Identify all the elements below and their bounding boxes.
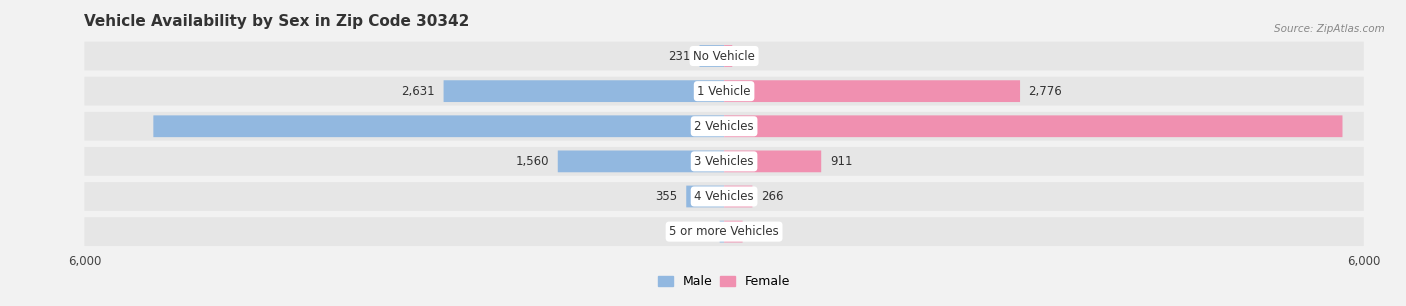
Text: 231: 231 bbox=[669, 50, 690, 62]
Text: 2 Vehicles: 2 Vehicles bbox=[695, 120, 754, 133]
Text: 2,631: 2,631 bbox=[402, 85, 434, 98]
Text: Vehicle Availability by Sex in Zip Code 30342: Vehicle Availability by Sex in Zip Code … bbox=[84, 13, 470, 28]
Text: 77: 77 bbox=[741, 50, 756, 62]
FancyBboxPatch shape bbox=[558, 151, 724, 172]
FancyBboxPatch shape bbox=[84, 147, 1364, 176]
FancyBboxPatch shape bbox=[84, 42, 1364, 70]
Text: 2,776: 2,776 bbox=[1029, 85, 1063, 98]
FancyBboxPatch shape bbox=[724, 186, 752, 207]
Text: 355: 355 bbox=[655, 190, 678, 203]
FancyBboxPatch shape bbox=[84, 182, 1364, 211]
Text: 5,353: 5,353 bbox=[713, 120, 751, 133]
Text: 5,800: 5,800 bbox=[697, 120, 735, 133]
Text: No Vehicle: No Vehicle bbox=[693, 50, 755, 62]
FancyBboxPatch shape bbox=[724, 221, 742, 242]
Legend: Male, Female: Male, Female bbox=[654, 271, 794, 292]
Text: 266: 266 bbox=[761, 190, 783, 203]
FancyBboxPatch shape bbox=[153, 115, 724, 137]
FancyBboxPatch shape bbox=[720, 221, 724, 242]
Text: 911: 911 bbox=[830, 155, 852, 168]
Text: 5 or more Vehicles: 5 or more Vehicles bbox=[669, 225, 779, 238]
FancyBboxPatch shape bbox=[84, 217, 1364, 246]
FancyBboxPatch shape bbox=[724, 115, 1343, 137]
Text: 42: 42 bbox=[696, 225, 711, 238]
Text: 1,560: 1,560 bbox=[516, 155, 550, 168]
FancyBboxPatch shape bbox=[699, 45, 724, 67]
Text: Source: ZipAtlas.com: Source: ZipAtlas.com bbox=[1274, 24, 1385, 35]
FancyBboxPatch shape bbox=[84, 112, 1364, 141]
Text: 174: 174 bbox=[751, 225, 773, 238]
FancyBboxPatch shape bbox=[724, 45, 733, 67]
Text: 1 Vehicle: 1 Vehicle bbox=[697, 85, 751, 98]
FancyBboxPatch shape bbox=[84, 77, 1364, 106]
Text: 4 Vehicles: 4 Vehicles bbox=[695, 190, 754, 203]
FancyBboxPatch shape bbox=[724, 80, 1021, 102]
FancyBboxPatch shape bbox=[724, 151, 821, 172]
FancyBboxPatch shape bbox=[443, 80, 724, 102]
FancyBboxPatch shape bbox=[686, 186, 724, 207]
Text: 3 Vehicles: 3 Vehicles bbox=[695, 155, 754, 168]
